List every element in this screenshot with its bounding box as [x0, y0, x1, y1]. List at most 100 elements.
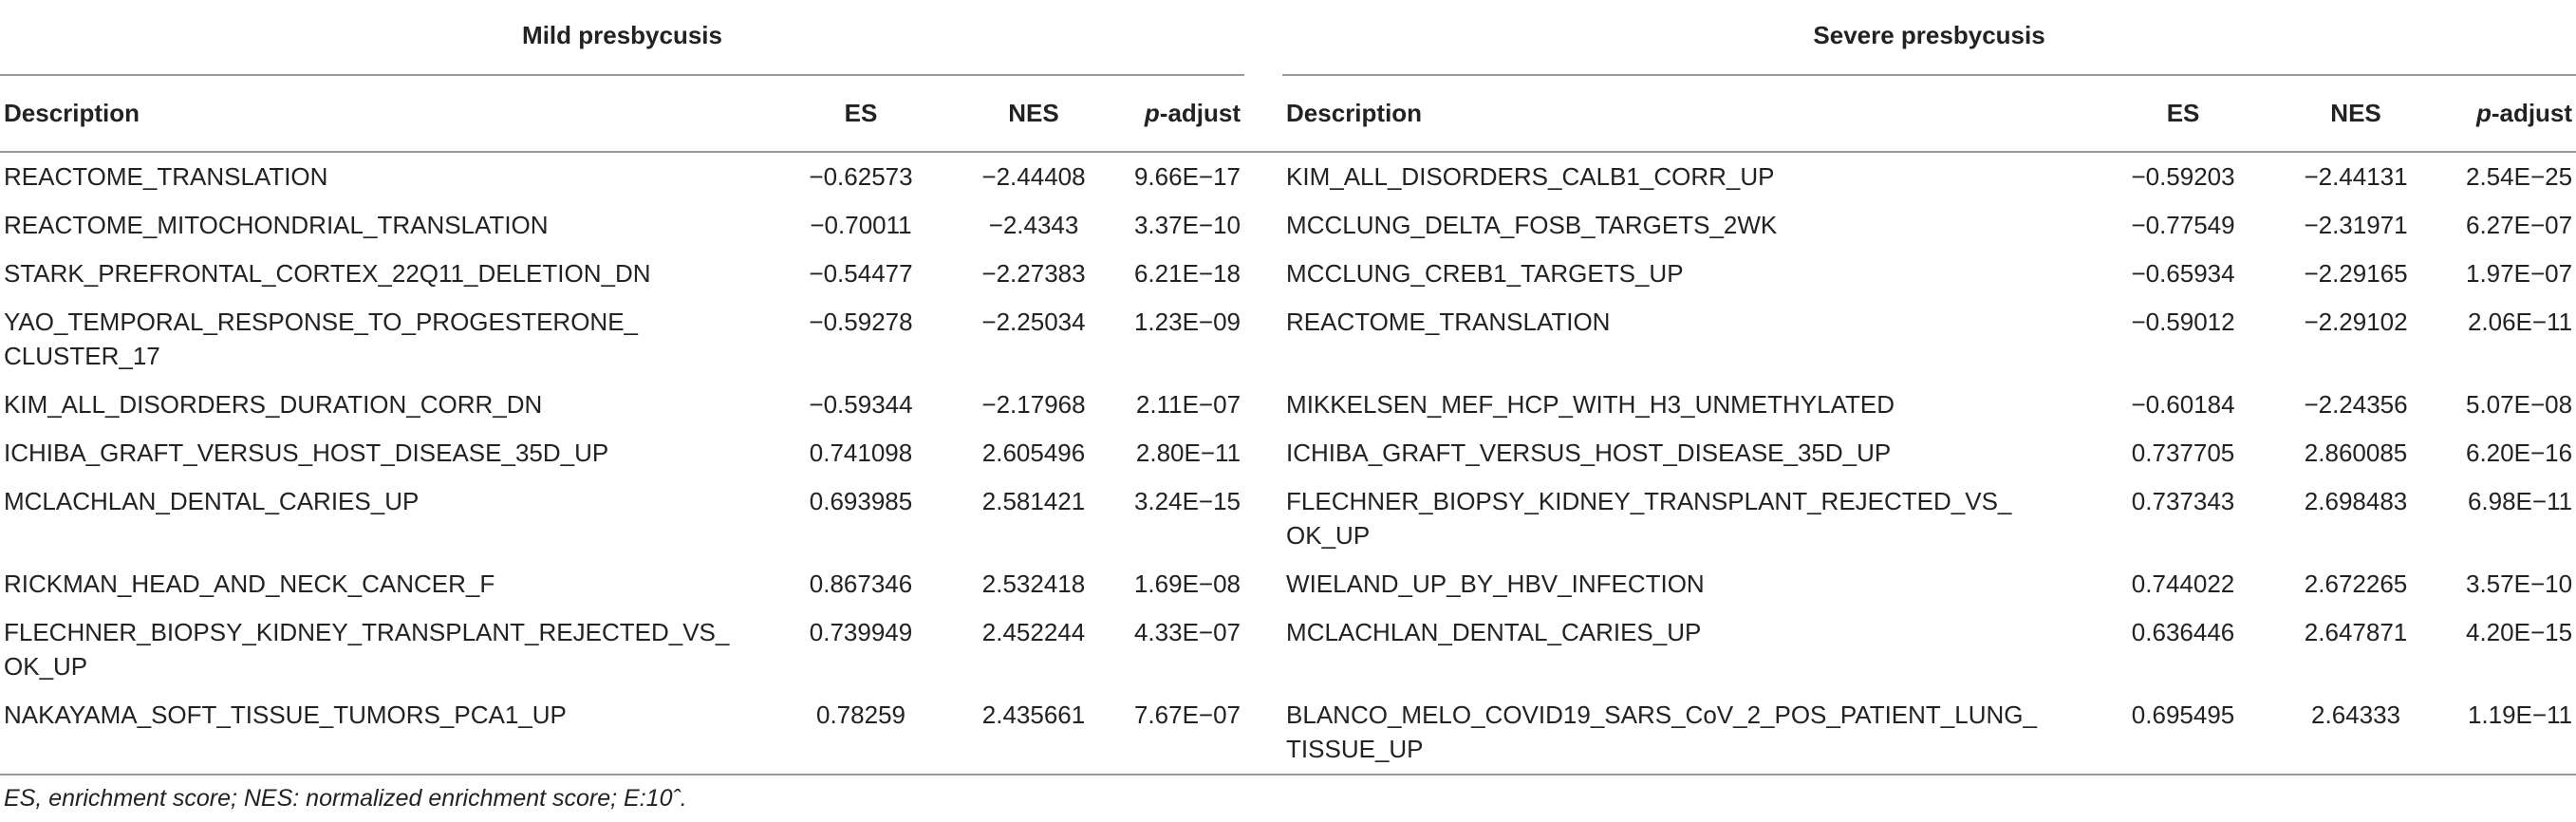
description-cell: REACTOME_TRANSLATION — [4, 162, 328, 191]
spacer — [1244, 201, 1282, 250]
value-cell: −2.25034 — [981, 308, 1086, 336]
column-header: Description — [1282, 75, 2094, 153]
spacer — [1244, 250, 1282, 298]
spacer — [1244, 381, 1282, 429]
description-cell: MCLACHLAN_DENTAL_CARIES_UP — [4, 487, 420, 515]
value-cell: 9.66E−17 — [1133, 162, 1241, 191]
description-cell: MCCLUNG_DELTA_FOSB_TARGETS_2WK — [1286, 211, 1778, 239]
value-cell: 0.867346 — [809, 570, 913, 598]
description-cell: NAKAYAMA_SOFT_TISSUE_TUMORS_PCA1_UP — [0, 691, 775, 775]
column-header: NES — [2273, 75, 2439, 153]
value-cell: 2.672265 — [2304, 570, 2408, 598]
column-header: p-adjust — [2438, 75, 2576, 153]
value-cell: −2.4343 — [988, 211, 1079, 239]
value-cell: 2.698483 — [2304, 487, 2408, 515]
value-cell: −0.59203 — [2131, 162, 2235, 191]
table-row: FLECHNER_BIOPSY_KIDNEY_TRANSPLANT_REJECT… — [0, 608, 2576, 691]
column-header: ES — [2093, 75, 2274, 153]
value-cell: 2.605496 — [981, 439, 1086, 467]
column-header: p-adjust — [1120, 75, 1245, 153]
value-cell: 1.69E−08 — [1133, 570, 1241, 598]
value-cell: 0.737343 — [2131, 487, 2235, 515]
value-cell: 0.737705 — [2131, 439, 2235, 467]
column-header: NES — [947, 75, 1120, 153]
value-cell: 2.435661 — [947, 691, 1120, 775]
value-cell: −0.65934 — [2131, 259, 2235, 288]
description-cell: KIM_ALL_DISORDERS_DURATION_CORR_DN — [4, 390, 543, 419]
value-cell: −2.29165 — [2304, 259, 2408, 288]
value-cell: 0.695495 — [2093, 691, 2274, 775]
value-cell: 6.21E−18 — [1133, 259, 1241, 288]
value-cell: 2.64333 — [2273, 691, 2439, 775]
value-cell: −0.77549 — [2131, 211, 2235, 239]
value-cell: 0.741098 — [809, 439, 913, 467]
value-cell: 2.06E−11 — [2467, 308, 2573, 336]
results-table: Mild presbycusis Severe presbycusis Desc… — [0, 0, 2576, 775]
value-cell: −0.60184 — [2131, 390, 2235, 419]
value-cell: 2.11E−07 — [1135, 390, 1241, 419]
table-row: REACTOME_TRANSLATION −0.62573 −2.44408 9.66… — [0, 152, 2576, 201]
group-title: Severe presbycusis — [1282, 0, 2576, 76]
value-cell: 2.452244 — [981, 618, 1086, 646]
value-cell: −2.24356 — [2304, 390, 2408, 419]
table-row: ICHIBA_GRAFT_VERSUS_HOST_DISEASE_35D_UP 0… — [0, 429, 2576, 477]
value-cell: −2.31971 — [2304, 211, 2408, 239]
value-cell: 3.37E−10 — [1133, 211, 1241, 239]
value-cell: 0.739949 — [809, 618, 913, 646]
footnote: ES, enrichment score; NES: normalized en… — [4, 785, 687, 812]
value-cell: −2.27383 — [981, 259, 1086, 288]
value-cell: 2.647871 — [2304, 618, 2408, 646]
value-cell: 0.693985 — [809, 487, 913, 515]
value-cell: −2.44408 — [981, 162, 1086, 191]
description-cell: REACTOME_MITOCHONDRIAL_TRANSLATION — [4, 211, 549, 239]
description-cell: ICHIBA_GRAFT_VERSUS_HOST_DISEASE_35D_UP — [1286, 439, 1892, 467]
value-cell: −2.29102 — [2304, 308, 2408, 336]
description-cell: REACTOME_TRANSLATION — [1286, 308, 1611, 336]
spacer — [1244, 691, 1283, 775]
description-cell: MCCLUNG_CREB1_TARGETS_UP — [1286, 259, 1684, 288]
value-cell: 0.744022 — [2131, 570, 2235, 598]
description-cell: FLECHNER_BIOPSY_KIDNEY_TRANSPLANT_REJECT… — [1286, 487, 2012, 550]
value-cell: −2.17968 — [981, 390, 1086, 419]
value-cell: 7.67E−07 — [1120, 691, 1245, 775]
spacer — [1244, 477, 1282, 560]
column-header: Description — [0, 75, 775, 153]
description-cell: MCLACHLAN_DENTAL_CARIES_UP — [1286, 618, 1702, 646]
value-cell: 1.97E−07 — [2466, 259, 2573, 288]
value-cell: 6.20E−16 — [2466, 439, 2573, 467]
table-row: RICKMAN_HEAD_AND_NECK_CANCER_F 0.867346 2.… — [0, 560, 2576, 608]
table-row: KIM_ALL_DISORDERS_DURATION_CORR_DN −0.593… — [0, 381, 2576, 429]
value-cell: −0.59344 — [809, 390, 913, 419]
value-cell: 5.07E−08 — [2466, 390, 2573, 419]
description-cell: RICKMAN_HEAD_AND_NECK_CANCER_F — [4, 570, 495, 598]
value-cell: 4.20E−15 — [2466, 618, 2573, 646]
value-cell: −2.44131 — [2304, 162, 2408, 191]
description-cell: FLECHNER_BIOPSY_KIDNEY_TRANSPLANT_REJECT… — [4, 618, 730, 681]
description-cell: ICHIBA_GRAFT_VERSUS_HOST_DISEASE_35D_UP — [4, 439, 609, 467]
value-cell: 6.27E−07 — [2466, 211, 2573, 239]
value-cell: 3.24E−15 — [1133, 487, 1241, 515]
description-cell: YAO_TEMPORAL_RESPONSE_TO_PROGESTERONE_ C… — [4, 308, 639, 370]
spacer — [1244, 429, 1282, 477]
description-cell: BLANCO_MELO_COVID19_SARS_CoV_2_POS_PATIE… — [1282, 691, 2094, 775]
column-header: ES — [775, 75, 947, 153]
value-cell: 6.98E−11 — [2467, 487, 2573, 515]
table-row: REACTOME_MITOCHONDRIAL_TRANSLATION −0.700… — [0, 201, 2576, 250]
description-cell: WIELAND_UP_BY_HBV_INFECTION — [1286, 570, 1705, 598]
value-cell: −0.62573 — [809, 162, 913, 191]
value-cell: 2.860085 — [2304, 439, 2408, 467]
value-cell: 1.19E−11 — [2438, 691, 2576, 775]
spacer — [1244, 560, 1282, 608]
table-row: YAO_TEMPORAL_RESPONSE_TO_PROGESTERONE_ C… — [0, 298, 2576, 381]
table-row: NAKAYAMA_SOFT_TISSUE_TUMORS_PCA1_UP 0.782… — [0, 691, 2576, 775]
description-cell: MIKKELSEN_MEF_HCP_WITH_H3_UNMETHYLATED — [1286, 390, 1895, 419]
value-cell: −0.59278 — [809, 308, 913, 336]
value-cell: 0.636446 — [2131, 618, 2235, 646]
value-cell: 2.54E−25 — [2466, 162, 2573, 191]
value-cell: 2.80E−11 — [1135, 439, 1241, 467]
value-cell: 2.581421 — [981, 487, 1086, 515]
spacer — [1244, 608, 1282, 691]
value-cell: 4.33E−07 — [1133, 618, 1241, 646]
value-cell: −0.70011 — [810, 211, 912, 239]
